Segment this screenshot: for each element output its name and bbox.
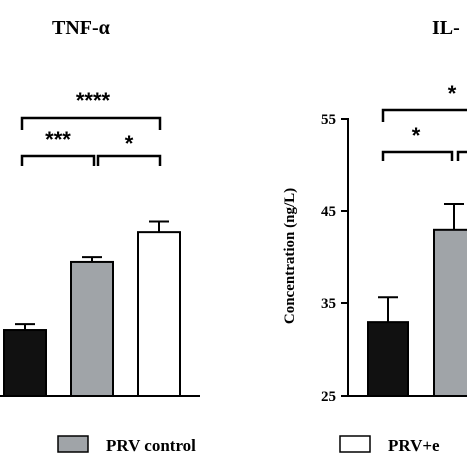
il-bracket-1 [381,108,467,122]
legend-swatch-prv-e [339,435,371,453]
chart-title-tnf: TNF-α [52,17,110,39]
il-ytick-label: 45 [321,204,336,220]
il-bars [367,202,467,397]
il-sig-label: * [412,123,421,148]
legend-label-prv-control: PRV control [106,436,196,455]
tnf-bar [70,260,114,397]
tnf-bar [137,231,181,397]
tnf-bracket-2 [20,154,96,166]
il-bar [433,228,467,397]
tnf-bracket-3 [96,154,162,166]
chart-title-il: IL- [432,17,460,39]
tnf-sig-label: * [125,131,134,156]
il-ytick-label: 25 [321,389,336,405]
tnf-bracket-1 [20,116,162,130]
il-ytick-label: 55 [321,112,336,128]
legend-swatch-prv-control [57,435,89,453]
il-sig-label: * [448,81,457,106]
tnf-bars [3,220,181,398]
il-bar [367,321,409,397]
il-bracket-3 [456,150,467,161]
il-ytick-label: 35 [321,296,336,312]
il-y-axis-label: Concentration (ng/L) [282,188,298,324]
tnf-sig-label: **** [76,88,111,113]
il-bracket-2 [381,150,454,161]
legend-label-prv-e: PRV+e [388,436,440,455]
tnf-bar [3,329,47,398]
tnf-sig-label: *** [45,127,71,152]
